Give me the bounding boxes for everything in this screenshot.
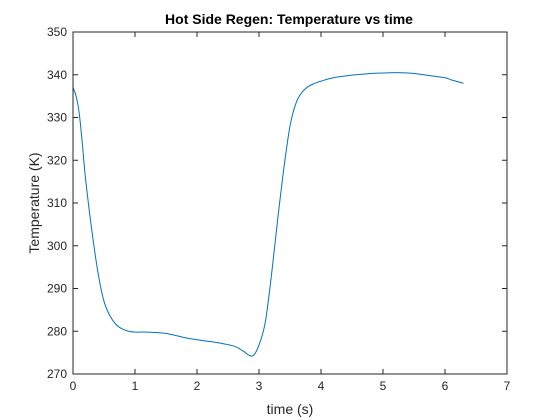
y-tick-label: 330 — [47, 111, 67, 125]
x-tick-label: 6 — [442, 379, 449, 393]
temperature-series-line — [72, 72, 464, 357]
chart-title: Hot Side Regen: Temperature vs time — [165, 11, 413, 27]
y-tick-label: 320 — [47, 153, 67, 167]
x-tick-label: 4 — [318, 379, 325, 393]
y-tick-label: 290 — [47, 282, 67, 296]
y-tick-label: 350 — [47, 25, 67, 39]
y-tick-label: 270 — [47, 367, 67, 381]
y-tick-label: 300 — [47, 239, 67, 253]
y-tick-label: 340 — [47, 68, 67, 82]
plot-area — [73, 32, 507, 374]
y-axis-label: Temperature (K) — [26, 152, 42, 253]
x-axis-label: time (s) — [267, 401, 314, 417]
x-tick-label: 2 — [194, 379, 201, 393]
y-tick-label: 280 — [47, 324, 67, 338]
y-tick-label: 310 — [47, 196, 67, 210]
x-tick-label: 5 — [380, 379, 387, 393]
x-tick-label: 1 — [132, 379, 139, 393]
x-tick-label: 0 — [70, 379, 77, 393]
x-tick-label: 7 — [504, 379, 511, 393]
x-tick-label: 3 — [256, 379, 263, 393]
